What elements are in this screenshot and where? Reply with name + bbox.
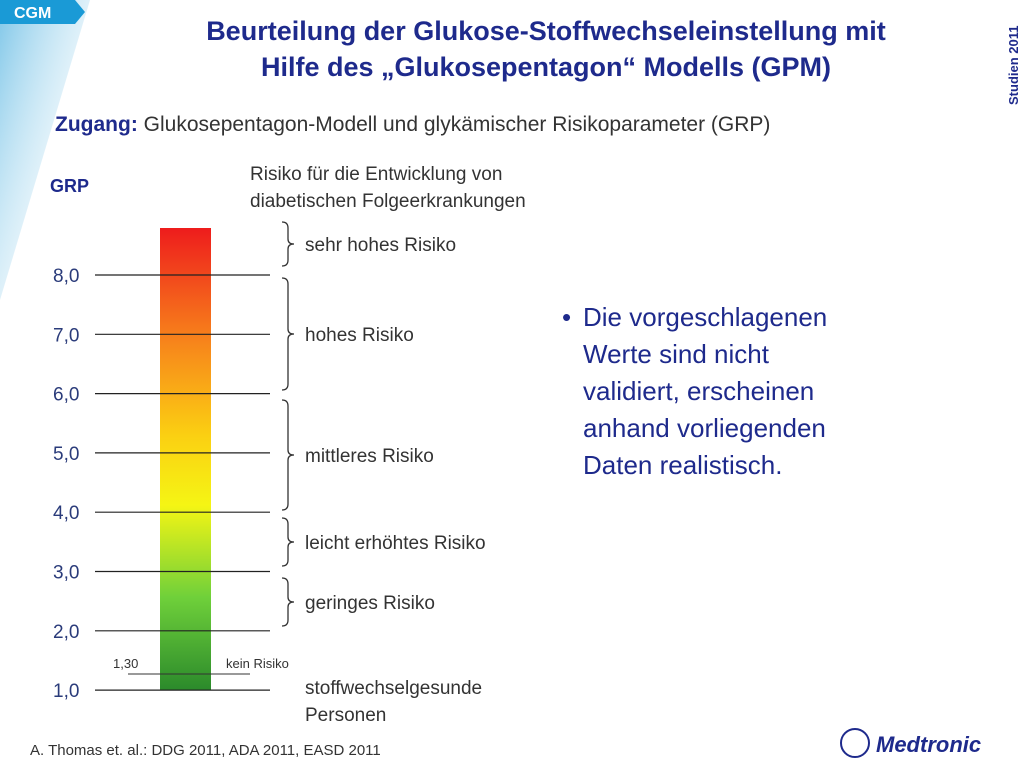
- bullet-line: Daten realistisch.: [583, 450, 782, 480]
- scale-label: 6,0: [53, 385, 79, 406]
- badge-bg: [0, 0, 85, 24]
- bullet-line: anhand vorliegenden: [583, 413, 826, 443]
- decoration: [0, 0, 90, 300]
- bullet-line: Werte sind nicht: [583, 339, 770, 369]
- brace: [281, 399, 295, 511]
- risk-header: Risiko für die Entwicklung von: [250, 164, 502, 185]
- axis-label: GRP: [50, 176, 89, 196]
- side-label: Studien 2011: [1006, 26, 1021, 105]
- title: Hilfe des „Glukosepentagon“ Modells (GPM…: [261, 52, 831, 82]
- bullet-line: validiert, erscheinen: [583, 376, 814, 406]
- risk-header: diabetischen Folgeerkrankungen: [250, 191, 526, 212]
- footer: A. Thomas et. al.: DDG 2011, ADA 2011, E…: [30, 742, 381, 759]
- brace: [281, 221, 295, 267]
- risk-level: sehr hohes Risiko: [305, 235, 456, 256]
- title: Beurteilung der Glukose-Stoffwechseleins…: [206, 16, 886, 46]
- risk-level: geringes Risiko: [305, 593, 435, 614]
- bullet-symbol: •: [562, 302, 571, 332]
- healthy-label: Personen: [305, 705, 386, 726]
- logo: Medtronic: [876, 732, 981, 757]
- scale-label: 7,0: [53, 325, 79, 346]
- risk-bar: [160, 228, 211, 690]
- scale-label: 1,0: [53, 681, 79, 702]
- badge: CGM: [14, 5, 51, 22]
- subtitle-text: Glukosepentagon-Modell und glykämischer …: [144, 113, 771, 136]
- bullet-line: Die vorgeschlagenen: [583, 302, 827, 332]
- risk-level: mittleres Risiko: [305, 446, 434, 467]
- healthy-label: stoffwechselgesunde: [305, 678, 482, 699]
- scale-label: 2,0: [53, 622, 79, 643]
- scale-label: 8,0: [53, 266, 79, 287]
- marker-text: kein Risiko: [226, 656, 289, 671]
- scale-label: 4,0: [53, 503, 79, 524]
- brace: [281, 517, 295, 567]
- marker-value: 1,30: [113, 656, 138, 671]
- brace: [281, 277, 295, 391]
- logo-icon: [840, 728, 870, 758]
- scale-label: 3,0: [53, 563, 79, 584]
- risk-level: hohes Risiko: [305, 325, 414, 346]
- subtitle: Zugang: Glukosepentagon-Modell und glykä…: [55, 113, 770, 136]
- scale-label: 5,0: [53, 444, 79, 465]
- subtitle-label: Zugang:: [55, 113, 138, 136]
- brace: [281, 577, 295, 627]
- risk-level: leicht erhöhtes Risiko: [305, 533, 486, 554]
